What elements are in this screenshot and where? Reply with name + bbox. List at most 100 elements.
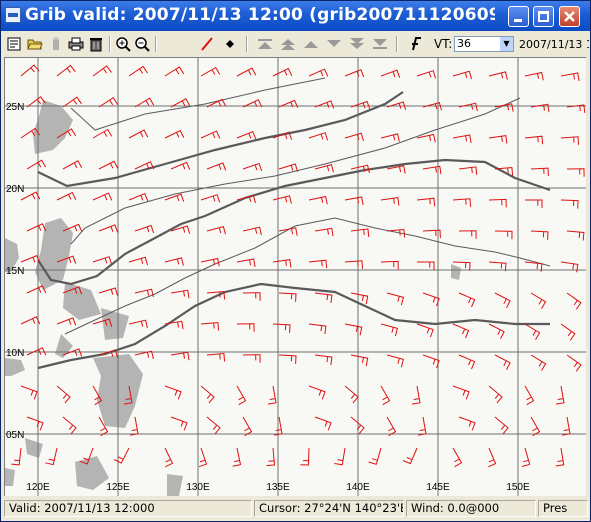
- open-folder-icon[interactable]: [26, 35, 44, 53]
- wind-barb: [422, 165, 442, 175]
- wind-barb: [242, 354, 261, 363]
- maximize-button[interactable]: [533, 6, 554, 27]
- map-canvas[interactable]: 25N 20N 15N 10N 05N 120E 125E 130E 135E 140E 145E…: [5, 58, 586, 496]
- wind-barb: [274, 416, 283, 436]
- wind-barb: [350, 164, 370, 174]
- close-button[interactable]: [559, 6, 580, 27]
- wind-barb: [386, 416, 397, 437]
- wind-barb: [524, 261, 543, 272]
- print-icon[interactable]: [67, 35, 85, 53]
- wind-barb: [20, 127, 41, 139]
- wind-barb: [368, 447, 382, 465]
- wind-barb: [236, 194, 256, 204]
- wind-barb: [562, 416, 571, 436]
- first-icon[interactable]: [256, 35, 274, 53]
- wind-barb: [98, 97, 119, 108]
- wind-barb: [79, 447, 94, 465]
- next-fast-icon[interactable]: [348, 35, 366, 53]
- wind-barb: [164, 257, 184, 266]
- wind-barb: [272, 195, 292, 204]
- wind-barb: [206, 352, 226, 362]
- minimize-button[interactable]: [508, 6, 529, 27]
- wind-barb: [494, 166, 514, 176]
- wind-barb: [98, 416, 109, 437]
- title-bar[interactable]: Grib valid: 2007/11/13 12:00 (grib200711…: [1, 1, 590, 31]
- vt-label: VT:: [434, 37, 453, 51]
- wind-barb: [236, 130, 257, 140]
- last-icon[interactable]: [371, 35, 389, 53]
- wind-barb: [494, 230, 513, 240]
- wind-barb: [494, 354, 511, 371]
- wind-barb: [560, 261, 579, 273]
- wind-barb: [206, 162, 227, 171]
- wind-barb: [20, 316, 41, 325]
- wind-barb: [452, 447, 463, 468]
- wind-barb: [452, 70, 472, 80]
- lat-label: 10N: [6, 348, 24, 359]
- wind-barb: [344, 132, 364, 142]
- latitude-labels: 25N 20N 15N 10N 05N: [6, 102, 24, 441]
- wind-barb: [170, 416, 188, 431]
- date-label: 2007/11/13 1: [519, 38, 589, 51]
- prev-icon[interactable]: [302, 35, 320, 53]
- wind-barb: [525, 199, 543, 208]
- open-report-icon[interactable]: [5, 35, 23, 53]
- wind-barb: [530, 354, 547, 371]
- wind-barb: [308, 385, 326, 400]
- wind-barb: [386, 292, 405, 306]
- wind-barb: [272, 323, 291, 333]
- wind-barb: [380, 323, 399, 337]
- lat-label: 25N: [6, 102, 24, 113]
- wind-barb: [62, 96, 82, 108]
- wind-barb: [128, 256, 148, 266]
- maximize-icon: [538, 11, 549, 22]
- lon-label: 125E: [106, 482, 130, 493]
- disabled-file-icon[interactable]: [47, 35, 65, 53]
- status-bar: Valid: 2007/11/13 12:000 Cursor: 27°24'N…: [2, 498, 590, 520]
- wind-barb: [26, 347, 47, 356]
- wind-barb: [242, 99, 263, 108]
- wind-barb: [170, 161, 191, 170]
- wind-barb: [458, 102, 478, 112]
- wind-barb: [314, 163, 334, 173]
- red-line-icon[interactable]: [198, 35, 216, 53]
- lon-label: 140E: [346, 482, 370, 493]
- wind-barb: [26, 285, 47, 294]
- land-masses: [5, 100, 461, 496]
- wind-barb: [494, 292, 511, 309]
- minimize-icon: [514, 19, 522, 22]
- wind-barb: [386, 228, 406, 238]
- wind-barb: [308, 68, 329, 77]
- delete-icon[interactable]: [87, 35, 105, 53]
- prev-fast-icon[interactable]: [279, 35, 297, 53]
- app-icon[interactable]: [5, 7, 21, 23]
- wind-barb: [422, 229, 441, 239]
- wind-barb: [458, 292, 476, 308]
- diamond-icon[interactable]: [221, 35, 239, 53]
- wind-barb: [380, 69, 401, 78]
- font-icon[interactable]: [406, 35, 424, 53]
- wind-barb: [124, 385, 133, 405]
- wind-barb: [242, 292, 261, 301]
- status-valid: Valid: 2007/11/13 12:000: [4, 500, 252, 517]
- longitude-labels: 120E 125E 130E 135E 140E 145E 150E: [26, 482, 530, 493]
- next-icon[interactable]: [325, 35, 343, 53]
- zoom-out-icon[interactable]: [133, 35, 151, 53]
- wind-barb: [314, 227, 334, 237]
- wind-barb: [417, 261, 435, 270]
- wind-barb: [386, 101, 407, 110]
- status-wind: Wind: 0.0@000: [406, 500, 536, 517]
- weather-map[interactable]: 25N 20N 15N 10N 05N 120E 125E 130E 135E 140E 145E…: [4, 57, 586, 496]
- wind-barb: [164, 447, 174, 468]
- wind-barb: [20, 254, 41, 264]
- wind-barb: [164, 385, 182, 400]
- wind-barb: [422, 354, 440, 369]
- wind-barb: [524, 385, 535, 406]
- vt-select[interactable]: 36 ▼: [454, 36, 514, 52]
- wind-barb: [452, 385, 470, 400]
- zoom-in-icon[interactable]: [114, 35, 132, 53]
- wind-barbs: [11, 64, 586, 468]
- wind-barb: [458, 416, 476, 431]
- chevron-down-icon[interactable]: ▼: [500, 37, 513, 51]
- wind-barb: [560, 136, 579, 145]
